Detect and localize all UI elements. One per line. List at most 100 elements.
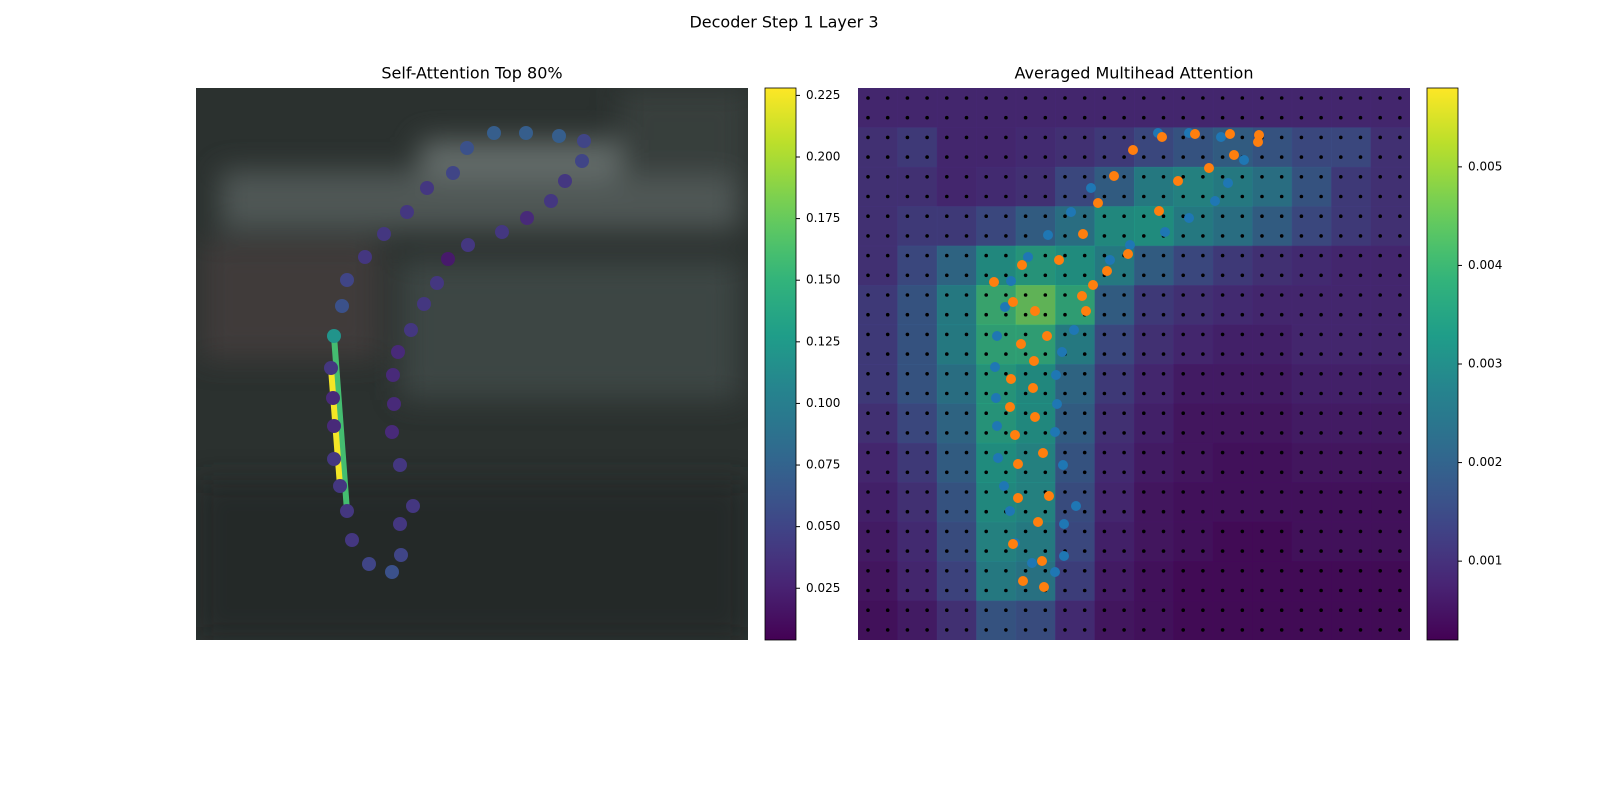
grid-dot [1122, 115, 1126, 120]
grid-dot [1063, 450, 1067, 455]
grid-dot [1260, 450, 1264, 455]
heatmap-cell [1331, 600, 1372, 640]
point [333, 479, 347, 493]
heatmap-cell [976, 88, 1017, 128]
grid-dot [866, 490, 870, 494]
colorbar-tick-label: 0.005 [1468, 159, 1502, 173]
heatmap-cell [1252, 285, 1293, 326]
grid-dot [1161, 372, 1166, 376]
heatmap-cell [1134, 166, 1174, 207]
heatmap-cell [936, 127, 977, 168]
grid-dot [1260, 332, 1264, 337]
grid-dot [1240, 135, 1245, 140]
grid-dot [1122, 155, 1126, 159]
heatmap-cell [1015, 285, 1056, 326]
point [1059, 519, 1069, 529]
grid-dot [866, 411, 870, 416]
point [1029, 356, 1039, 366]
grid-dot [1358, 135, 1363, 140]
heatmap-cell [1252, 521, 1293, 562]
grid-dot [905, 135, 910, 140]
grid-dot [866, 549, 870, 553]
grid-dot [1102, 332, 1107, 337]
grid-dot [885, 273, 890, 278]
heatmap-cell [936, 600, 977, 640]
grid-dot [1004, 549, 1008, 553]
grid-dot [1181, 569, 1185, 573]
heatmap-cell [1291, 324, 1332, 365]
grid-dot [1181, 529, 1185, 534]
grid-dot [1378, 253, 1382, 258]
grid-dot [1201, 529, 1205, 534]
grid-dot [1240, 175, 1245, 179]
grid-dot [905, 470, 910, 475]
point [1005, 402, 1015, 412]
point [460, 141, 474, 155]
grid-dot [1023, 549, 1028, 553]
grid-dot [1220, 470, 1225, 475]
grid-dot [885, 332, 890, 337]
grid-dot [1339, 115, 1343, 120]
grid-dot [945, 608, 949, 612]
grid-dot [1260, 569, 1264, 573]
grid-dot [885, 509, 890, 514]
heatmap-cell [858, 166, 898, 207]
grid-dot [964, 450, 969, 455]
heatmap-cell [1291, 206, 1332, 247]
grid-dot [1181, 194, 1185, 199]
grid-dot [925, 372, 929, 376]
heatmap-cell [1173, 206, 1214, 247]
grid-dot [1240, 115, 1245, 120]
grid-dot [1299, 194, 1304, 199]
grid-dot [1004, 529, 1008, 534]
grid-dot [1122, 273, 1126, 278]
heatmap-cell [858, 403, 898, 444]
grid-dot [1023, 115, 1028, 120]
grid-dot [1201, 411, 1205, 416]
grid-dot [1220, 509, 1225, 514]
heatmap-cell [1252, 364, 1293, 404]
point [1000, 302, 1010, 312]
heatmap-cell [1252, 561, 1293, 602]
heatmap-cell [1212, 88, 1253, 128]
grid-dot [984, 470, 988, 475]
point [1225, 129, 1235, 139]
grid-dot [1004, 214, 1008, 218]
grid-dot [1299, 411, 1304, 416]
grid-dot [945, 470, 949, 475]
heatmap-cell [1173, 600, 1214, 640]
grid-dot [1102, 608, 1107, 612]
grid-dot [925, 470, 929, 475]
grid-dot [1319, 588, 1323, 593]
grid-dot [905, 155, 910, 159]
grid-dot [945, 411, 949, 416]
grid-dot [1023, 608, 1028, 612]
heatmap-cell [1331, 324, 1372, 365]
grid-dot [866, 96, 870, 100]
grid-dot [866, 214, 870, 218]
grid-dot [1004, 628, 1008, 632]
grid-dot [1142, 155, 1146, 159]
grid-dot [1142, 450, 1146, 455]
grid-dot [1082, 273, 1087, 278]
grid-dot [1082, 529, 1087, 534]
heatmap-cell [1331, 166, 1372, 207]
grid-dot [1299, 569, 1304, 573]
heatmap-cell [1134, 521, 1174, 562]
grid-dot [1102, 194, 1107, 199]
colorbar-tick-label: 0.175 [806, 211, 840, 225]
grid-dot [1122, 588, 1126, 593]
grid-dot [1161, 214, 1166, 218]
point [1204, 163, 1214, 173]
grid-dot [1358, 490, 1363, 494]
grid-dot [964, 135, 969, 140]
grid-dot [1339, 372, 1343, 376]
grid-dot [984, 450, 988, 455]
grid-dot [866, 470, 870, 475]
grid-dot [1260, 175, 1264, 179]
heatmap-cell [897, 600, 938, 640]
grid-dot [1319, 529, 1323, 534]
grid-dot [905, 115, 910, 120]
point [577, 134, 591, 148]
grid-dot [1220, 214, 1225, 218]
